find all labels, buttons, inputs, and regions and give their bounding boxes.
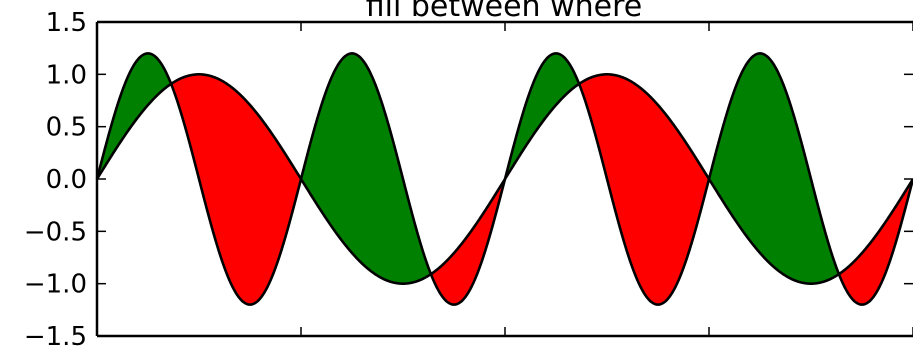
fill-regions <box>97 53 913 305</box>
tick-marks <box>96 21 913 337</box>
chart-title: fill between where <box>366 0 643 24</box>
red-fill-region <box>579 74 709 305</box>
red-fill-region <box>171 74 301 305</box>
y-tick-label: 1.0 <box>46 60 87 90</box>
y-tick-label: −1.5 <box>24 322 87 347</box>
tick-labels: −1.5 −1.0 −0.5 0.0 0.5 1.0 1.5 <box>24 8 87 347</box>
y-tick-label: 0.5 <box>46 113 87 143</box>
y-tick-label: 0.0 <box>46 165 87 195</box>
y-tick-label: 1.5 <box>46 8 87 38</box>
y-tick-label: −1.0 <box>24 270 87 300</box>
y-tick-label: −0.5 <box>24 217 87 247</box>
series-lines <box>95 52 913 306</box>
green-fill-region <box>302 53 431 284</box>
green-fill-region <box>710 53 839 284</box>
series-line-sin2 <box>95 52 913 306</box>
